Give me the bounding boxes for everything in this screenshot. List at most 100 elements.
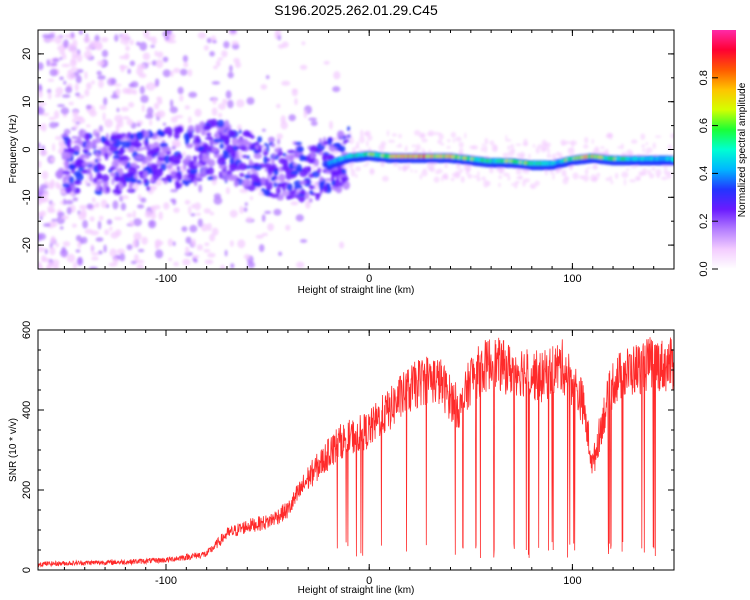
- spectrogram-signal-blob: [126, 161, 131, 169]
- spectrogram-ridge-core: [670, 156, 674, 162]
- spectrogram-noise-blob: [562, 169, 567, 176]
- spectrogram-noise-blob: [126, 244, 133, 251]
- spectrogram-signal-blob: [218, 171, 223, 179]
- spectrogram-noise-blob: [300, 239, 308, 243]
- spectrogram-noise-blob: [162, 69, 171, 78]
- spectrogram-noise-blob: [506, 139, 512, 142]
- spectrogram-noise-blob: [143, 30, 150, 39]
- spectrogram-noise-blob: [91, 256, 99, 261]
- spectrogram-signal-blob: [152, 166, 159, 175]
- spectrogram-noise-blob: [65, 199, 74, 205]
- spectrogram-noise-blob: [94, 34, 100, 43]
- spectrogram-signal-blob: [145, 136, 149, 144]
- spectrogram-noise-blob: [610, 180, 614, 185]
- spectrogram-noise-blob: [437, 139, 443, 145]
- spectrogram-signal-blob: [327, 138, 332, 146]
- spectrogram-noise-blob: [136, 41, 141, 46]
- spectrogram-noise-blob: [54, 136, 63, 140]
- spectrogram-signal-blob: [127, 166, 137, 176]
- spectrogram-noise-blob: [177, 86, 184, 95]
- spectrogram-noise-blob: [380, 141, 387, 147]
- spectrogram-signal-blob: [285, 166, 289, 174]
- spectrogram-signal-blob: [293, 184, 303, 190]
- spectrogram-noise-blob: [54, 35, 62, 45]
- spectrogram-noise-blob: [127, 68, 131, 75]
- spectrogram-noise-blob: [642, 148, 646, 152]
- spectrogram-noise-blob: [190, 213, 196, 217]
- spectrogram-signal-blob: [229, 157, 235, 165]
- spectrogram-noise-blob: [46, 38, 56, 42]
- spectrogram-signal-blob: [244, 141, 252, 145]
- spectrogram-noise-blob: [419, 174, 423, 180]
- spectrogram-noise-blob: [516, 176, 522, 180]
- spectrogram-noise-blob: [198, 184, 203, 193]
- spectrogram-noise-blob: [182, 258, 191, 266]
- spectrogram-noise-blob: [38, 233, 42, 242]
- spectrogram-signal-blob: [301, 156, 308, 161]
- spectrogram-noise-blob: [106, 219, 113, 225]
- spectrogram-noise-blob: [540, 147, 547, 153]
- spectrogram-noise-blob: [290, 201, 299, 206]
- spectrogram-noise-blob: [441, 176, 444, 182]
- spectrogram-signal-blob: [272, 153, 276, 158]
- spectrogram-noise-blob: [72, 110, 79, 119]
- spectrogram-noise-blob: [153, 102, 160, 110]
- spectrogram-signal-blob: [194, 135, 201, 144]
- spectrogram-noise-blob: [49, 247, 56, 256]
- spectrogram-signal-blob: [201, 155, 211, 163]
- spectrogram-noise-blob: [89, 216, 95, 222]
- spectrogram-noise-blob: [49, 68, 58, 77]
- spectrogram-noise-blob: [459, 147, 464, 155]
- spectrogram-noise-blob: [39, 212, 44, 217]
- spectrogram-noise-blob: [515, 167, 522, 175]
- spectrogram-noise-blob: [423, 168, 427, 172]
- spectrogram-noise-blob: [85, 104, 92, 110]
- spectrogram-signal-blob: [61, 151, 70, 159]
- spectrogram-noise-blob: [218, 103, 226, 110]
- spectrogram-signal-blob: [118, 156, 127, 161]
- spectrogram-noise-blob: [645, 147, 653, 154]
- spectrogram-noise-blob: [421, 170, 428, 177]
- spectrogram-noise-blob: [211, 227, 219, 236]
- spectrogram-noise-blob: [446, 146, 451, 149]
- spectrogram-noise-blob: [382, 175, 389, 182]
- spectrogram-signal-blob: [227, 174, 236, 181]
- spectrogram-noise-blob: [182, 151, 186, 157]
- spectrogram-noise-blob: [146, 82, 156, 91]
- spectrogram-noise-blob: [68, 101, 74, 106]
- spectrogram-noise-blob: [229, 30, 237, 34]
- spectrogram-signal-blob: [184, 179, 190, 187]
- spectrogram-noise-blob: [77, 116, 82, 121]
- spectrogram-noise-blob: [476, 177, 481, 182]
- spectrogram-noise-blob: [332, 86, 341, 93]
- spectrogram-noise-blob: [95, 237, 104, 242]
- spectrogram-noise-blob: [110, 231, 119, 239]
- spectrogram-noise-blob: [38, 62, 44, 71]
- spectrogram-noise-blob: [195, 212, 201, 216]
- spectrogram-signal-blob: [286, 182, 293, 191]
- spectrogram-noise-blob: [184, 105, 190, 110]
- spectrogram-noise-blob: [109, 226, 113, 231]
- snr-x-axis-label: Height of straight line (km): [298, 585, 415, 596]
- spectrogram-noise-blob: [156, 110, 166, 118]
- spectrogram-signal-blob: [189, 167, 198, 175]
- spectrogram-noise-blob: [229, 209, 238, 218]
- spectrogram-signal-blob: [166, 151, 172, 155]
- spectrogram-noise-blob: [47, 92, 52, 100]
- spectrogram-noise-blob: [67, 69, 73, 74]
- spectrogram-noise-blob: [350, 165, 353, 172]
- spectrogram-noise-blob: [670, 133, 674, 139]
- spectrogram-noise-blob: [261, 128, 266, 132]
- spectrogram-signal-blob: [239, 145, 247, 152]
- spectrogram-noise-blob: [179, 68, 188, 76]
- spectrogram-noise-blob: [496, 167, 504, 173]
- spectrogram-noise-blob: [396, 145, 403, 148]
- spectrogram-signal-blob: [223, 174, 229, 182]
- spectrogram-noise-blob: [79, 128, 84, 138]
- spectrogram-signal-blob: [282, 153, 287, 157]
- spectrogram-signal-blob: [308, 190, 314, 195]
- spectrogram-signal-blob: [206, 132, 212, 137]
- spectrogram-signal-blob: [95, 180, 105, 184]
- spectrogram-signal-blob: [213, 133, 219, 138]
- spectrogram-noise-blob: [89, 110, 97, 117]
